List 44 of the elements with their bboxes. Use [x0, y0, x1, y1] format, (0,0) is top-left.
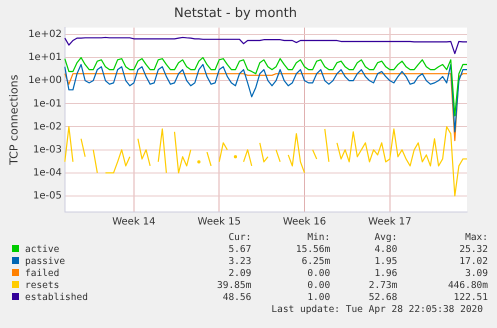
y-tick-label: 1e+01 — [28, 52, 62, 64]
text: 2.73m — [368, 280, 398, 292]
x-tick-label: Week 15 — [198, 216, 241, 228]
y-tick-label: 1e+00 — [28, 75, 62, 86]
text: 4.80 — [373, 244, 398, 256]
chart-title: Netstat - by month — [174, 6, 297, 22]
text: 1.00 — [306, 292, 332, 304]
y-axis-title: TCP connections — [7, 74, 20, 166]
text: 0.00 — [306, 268, 332, 280]
text: 1.95 — [373, 256, 398, 268]
text: 1.96 — [373, 268, 398, 280]
text: 3.09 — [464, 268, 489, 280]
text: Cur: — [227, 232, 252, 244]
text: Avg: — [373, 232, 398, 244]
x-tick-label: Week 16 — [282, 216, 326, 228]
text: Max: — [464, 232, 489, 244]
legend-label: passive — [24, 256, 66, 268]
text: 39.85m — [216, 280, 252, 292]
legend-label: resets — [24, 280, 60, 292]
y-tick-label: 1e+02 — [28, 29, 62, 40]
text: 0.00 — [306, 280, 332, 292]
y-tick-label: 1e-01 — [32, 98, 62, 110]
y-tick-label: 1e-04 — [32, 167, 62, 178]
text: 6.25m — [300, 256, 332, 268]
text: 52.68 — [368, 292, 398, 304]
text: 3.23 — [227, 256, 252, 268]
y-tick-label: 1e-02 — [32, 121, 62, 132]
text: 446.80m — [446, 280, 489, 292]
legend-label: failed — [24, 268, 60, 280]
text: 25.32 — [458, 244, 489, 256]
x-tick-label: Week 14 — [112, 216, 156, 228]
y-tick-label: 1e-05 — [32, 190, 62, 202]
x-tick-label: Week 17 — [368, 216, 412, 228]
text: 17.02 — [458, 256, 489, 268]
text: 48.56 — [222, 292, 252, 304]
text: 2.09 — [227, 268, 252, 280]
legend-label: established — [24, 292, 89, 304]
text: Min: — [306, 232, 332, 244]
text: 5.67 — [227, 244, 252, 256]
text: 122.51 — [452, 292, 489, 304]
legend-label: active — [24, 244, 60, 256]
text: Last update: Tue Apr 28 22:05:38 2020 — [270, 304, 483, 316]
y-tick-label: 1e-03 — [32, 144, 62, 156]
text: 15.56m — [294, 244, 332, 256]
